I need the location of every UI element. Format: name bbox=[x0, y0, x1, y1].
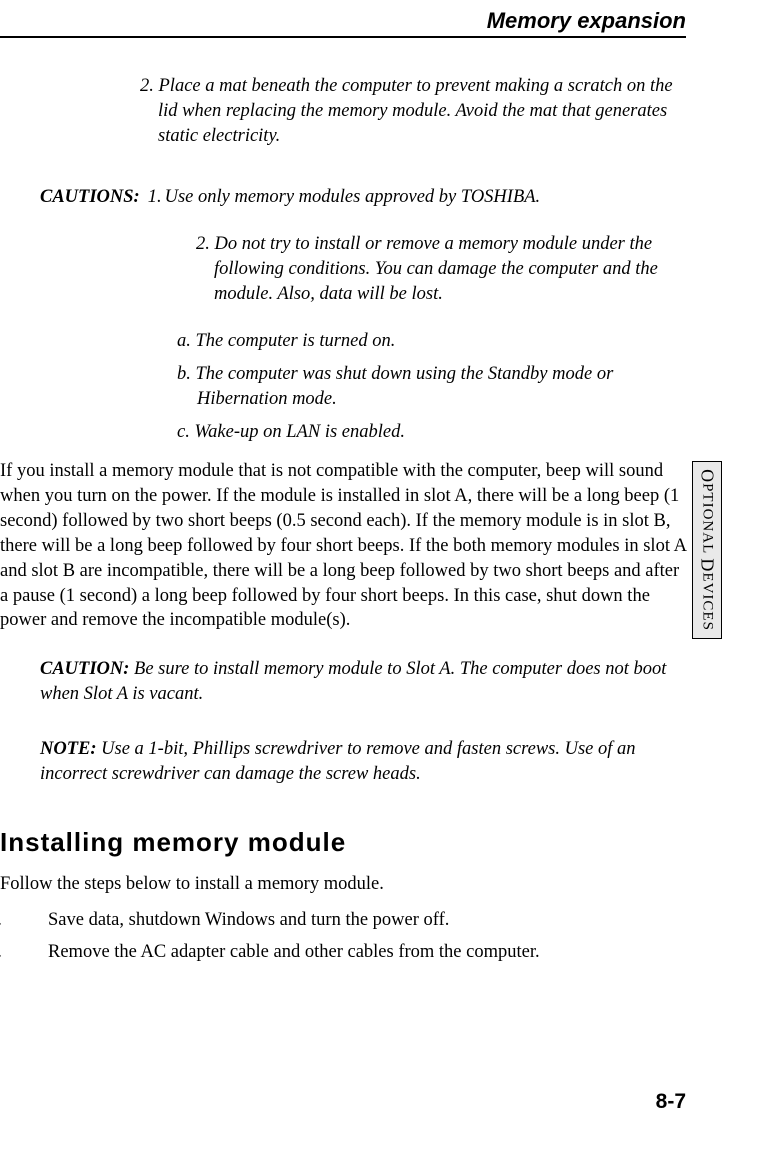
section-heading: Installing memory module bbox=[0, 827, 686, 858]
steps-list: 1.Save data, shutdown Windows and turn t… bbox=[18, 907, 686, 967]
list-number: 1. bbox=[148, 185, 162, 210]
cautions-sub-b: b. The computer was shut down using the … bbox=[177, 362, 686, 412]
step-2-text: Remove the AC adapter cable and other ca… bbox=[48, 942, 540, 962]
header-title: Memory expansion bbox=[0, 8, 686, 34]
list-number: 2. bbox=[18, 939, 48, 967]
cautions-item-2: 2. Do not try to install or remove a mem… bbox=[196, 232, 686, 307]
caution-single: CAUTION: Be sure to install memory modul… bbox=[40, 657, 686, 707]
list-number: 2. bbox=[196, 234, 210, 254]
cautions-item-1-text: Use only memory modules approved by TOSH… bbox=[165, 185, 541, 210]
list-letter: c. bbox=[177, 422, 190, 442]
side-tab: OPTIONAL DEVICES bbox=[692, 461, 722, 639]
cautions-sub-b-text: The computer was shut down using the Sta… bbox=[196, 364, 614, 409]
cautions-sub-c-text: Wake-up on LAN is enabled. bbox=[194, 422, 405, 442]
side-tab-label: OPTIONAL DEVICES bbox=[697, 469, 718, 631]
note-label: NOTE: bbox=[40, 739, 97, 759]
step-2: 2.Remove the AC adapter cable and other … bbox=[18, 939, 686, 967]
cautions-sub-a: a. The computer is turned on. bbox=[177, 329, 686, 354]
section-intro: Follow the steps below to install a memo… bbox=[0, 872, 686, 897]
cautions-label: CAUTIONS: bbox=[40, 185, 140, 210]
page-header: Memory expansion bbox=[0, 8, 686, 38]
header-rule bbox=[0, 36, 686, 38]
caution-label: CAUTION: bbox=[40, 659, 129, 679]
note-text: Use a 1-bit, Phillips screwdriver to rem… bbox=[40, 739, 636, 784]
page: Memory expansion 2. Place a mat beneath … bbox=[0, 0, 776, 1156]
cautions-sub-a-text: The computer is turned on. bbox=[196, 331, 396, 351]
intro-note-item-2: 2. Place a mat beneath the computer to p… bbox=[140, 74, 686, 149]
cautions-item-2-text: Do not try to install or remove a memory… bbox=[214, 234, 658, 304]
cautions-block: CAUTIONS: 1. Use only memory modules app… bbox=[40, 185, 686, 307]
cautions-sublist: a. The computer is turned on. b. The com… bbox=[177, 329, 686, 445]
note-single: NOTE: Use a 1-bit, Phillips screwdriver … bbox=[40, 737, 686, 787]
list-letter: a. bbox=[177, 331, 191, 351]
cautions-item-1: CAUTIONS: 1. Use only memory modules app… bbox=[40, 185, 686, 210]
intro-note-text: Place a mat beneath the computer to prev… bbox=[158, 76, 673, 146]
caution-text: Be sure to install memory module to Slot… bbox=[40, 659, 666, 704]
step-1-text: Save data, shutdown Windows and turn the… bbox=[48, 910, 449, 930]
step-1: 1.Save data, shutdown Windows and turn t… bbox=[18, 907, 686, 935]
cautions-sub-c: c. Wake-up on LAN is enabled. bbox=[177, 420, 686, 445]
list-number: 1. bbox=[18, 907, 48, 935]
list-letter: b. bbox=[177, 364, 191, 384]
body-paragraph: If you install a memory module that is n… bbox=[0, 459, 686, 634]
page-number: 8-7 bbox=[656, 1090, 686, 1114]
list-number: 2. bbox=[140, 76, 154, 96]
page-content: 2. Place a mat beneath the computer to p… bbox=[0, 74, 686, 967]
